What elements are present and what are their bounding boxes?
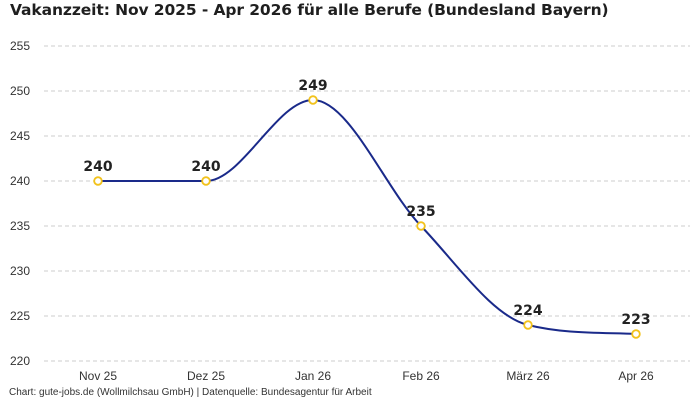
x-tick-label: Nov 25 <box>79 369 117 383</box>
data-point <box>416 221 426 231</box>
data-labels: 240 240 249 235 224 223 <box>83 78 650 328</box>
x-tick-label: Feb 26 <box>402 369 440 383</box>
data-point <box>93 176 103 186</box>
data-label: 235 <box>406 204 435 220</box>
x-tick-label: Dez 25 <box>187 369 225 383</box>
y-tick-label: 250 <box>10 84 30 98</box>
x-tick-label: Jan 26 <box>295 369 331 383</box>
data-markers <box>93 95 641 339</box>
x-tick-label: Apr 26 <box>618 369 654 383</box>
y-tick-label: 255 <box>10 39 30 53</box>
series-line <box>97 98 637 335</box>
data-label: 240 <box>191 159 220 175</box>
x-axis-ticks: Nov 25 Dez 25 Jan 26 Feb 26 März 26 Apr 26 <box>79 369 654 383</box>
y-axis-ticks: 220 225 230 235 240 245 250 255 <box>10 39 30 368</box>
data-point <box>631 329 641 339</box>
chart-title: Vakanzzeit: Nov 2025 - Apr 2026 für alle… <box>10 1 609 19</box>
data-point <box>523 320 533 330</box>
data-point <box>308 95 318 105</box>
y-tick-label: 235 <box>10 219 30 233</box>
data-label: 240 <box>83 159 112 175</box>
y-tick-label: 225 <box>10 309 30 323</box>
grid-lines <box>44 45 690 362</box>
y-tick-label: 230 <box>10 264 30 278</box>
data-label: 223 <box>621 312 650 328</box>
y-tick-label: 240 <box>10 174 30 188</box>
data-label: 249 <box>298 78 327 94</box>
data-label: 224 <box>513 303 542 319</box>
y-tick-label: 220 <box>10 354 30 368</box>
x-tick-label: März 26 <box>506 369 550 383</box>
data-point <box>201 176 211 186</box>
source-footer: Chart: gute-jobs.de (Wollmilchsau GmbH) … <box>9 387 372 398</box>
y-tick-label: 245 <box>10 129 30 143</box>
